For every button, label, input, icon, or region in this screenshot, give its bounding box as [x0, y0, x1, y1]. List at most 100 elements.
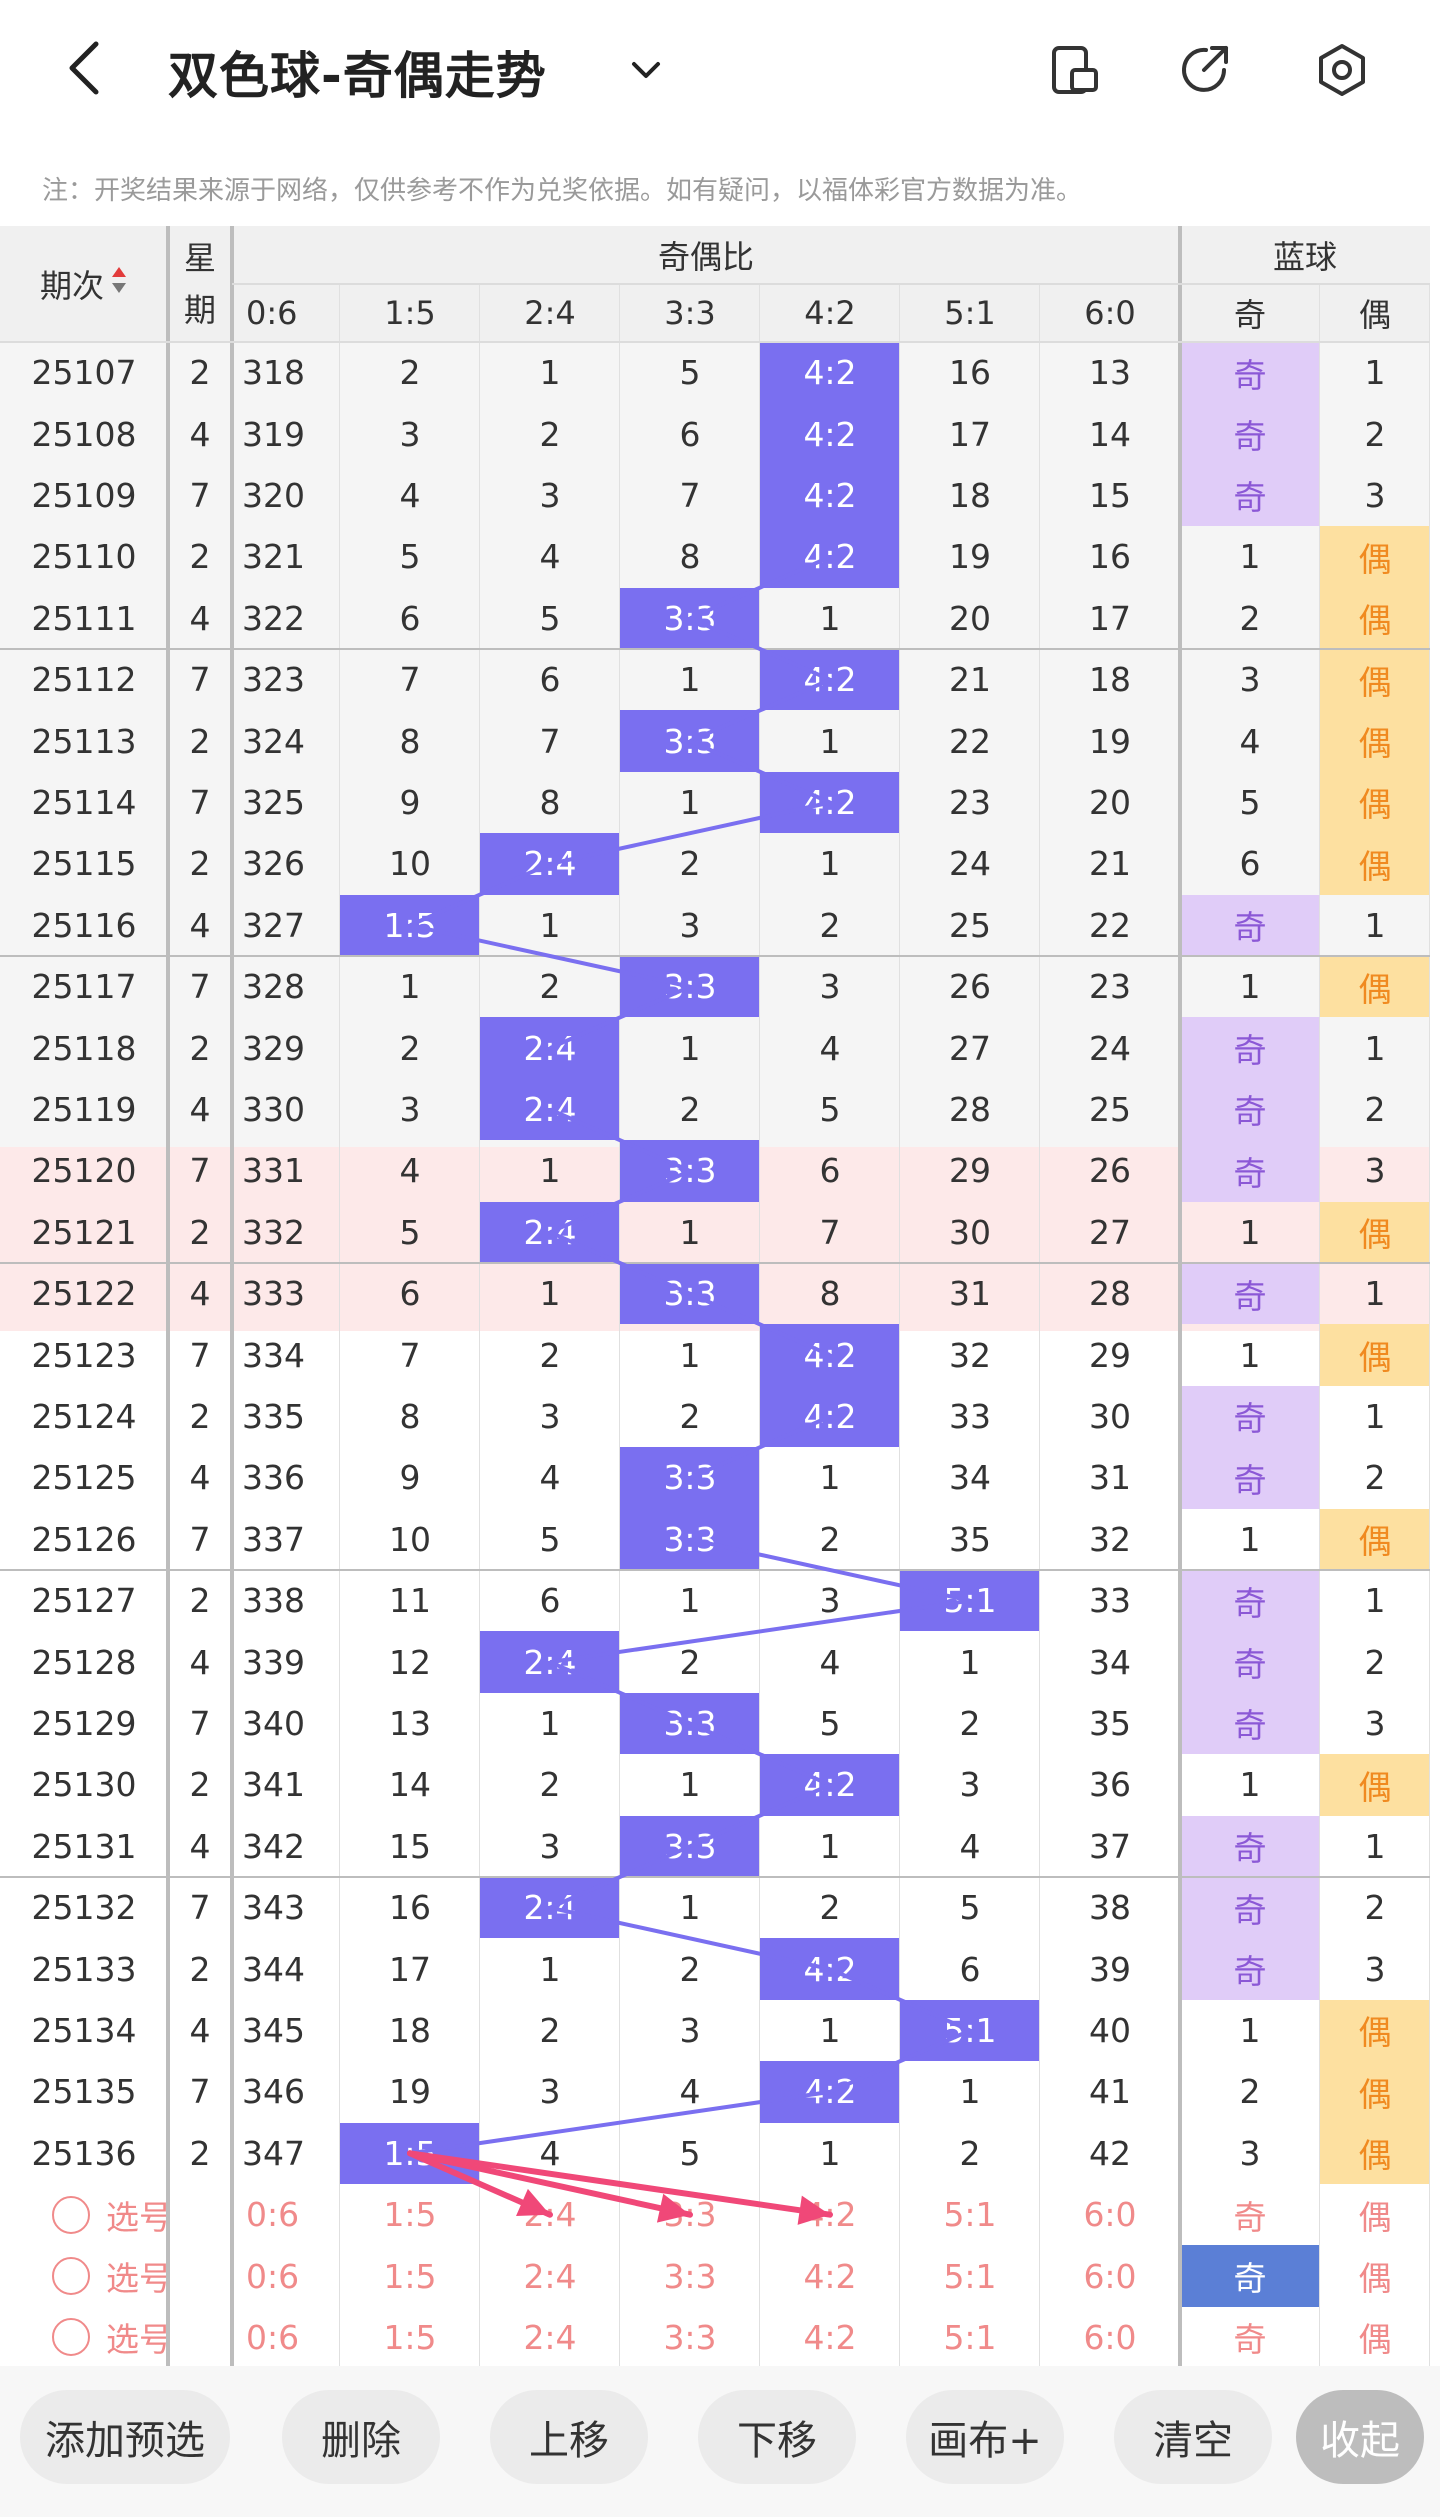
group-divider	[0, 1262, 1430, 1264]
blue-hit-cell: 偶	[1320, 956, 1430, 1018]
miss-count-cell: 21	[1089, 844, 1131, 884]
miss-count-cell: 4	[539, 537, 561, 577]
miss-count-cell: 4	[399, 1151, 421, 1191]
miss-count-cell: 5	[399, 537, 421, 577]
miss-count-cell: 2	[819, 1888, 841, 1928]
period-cell: 25107	[31, 353, 137, 393]
select-blue-option[interactable]: 偶	[1358, 2197, 1392, 2237]
blue-hit-cell: 奇	[1180, 1877, 1320, 1939]
week-cell: 7	[189, 475, 211, 515]
blue-miss-cell: 4	[1239, 721, 1261, 761]
select-ratio-option[interactable]: 2:4	[523, 2317, 577, 2357]
page-title[interactable]: 双色球-奇偶走势	[168, 47, 547, 105]
miss-count-cell: 6	[819, 1151, 841, 1191]
miss-count-cell: 332	[242, 1212, 305, 1252]
canvas-plus-button[interactable]: 画布+	[906, 2390, 1064, 2484]
blue-hit-cell: 偶	[1320, 1508, 1430, 1570]
period-cell: 25115	[31, 844, 137, 884]
header-ratio-col: 6:0	[1040, 284, 1180, 342]
clear-button[interactable]: 清空	[1114, 2390, 1272, 2484]
ratio-highlight: 4:2	[760, 342, 900, 404]
select-ratio-option[interactable]: 4:2	[803, 2317, 857, 2357]
select-label[interactable]: 选号	[0, 2184, 232, 2245]
miss-count-cell: 35	[1089, 1703, 1131, 1743]
rotate-screen-icon[interactable]	[1044, 40, 1104, 100]
column-divider	[1319, 284, 1320, 2369]
select-label[interactable]: 选号	[0, 2245, 232, 2306]
select-ratio-option[interactable]: 3:3	[663, 2195, 717, 2235]
select-ratio-option[interactable]: 0:6	[246, 2195, 300, 2235]
miss-count-cell: 13	[389, 1703, 431, 1743]
week-cell: 2	[189, 1765, 211, 1805]
select-blue-option[interactable]: 奇	[1180, 2245, 1320, 2307]
miss-count-cell: 347	[242, 2133, 305, 2173]
delete-button[interactable]: 删除	[282, 2390, 440, 2484]
select-ratio-option[interactable]: 0:6	[246, 2256, 300, 2296]
collapse-button[interactable]: 收起	[1296, 2390, 1424, 2484]
move-up-button[interactable]: 上移	[490, 2390, 648, 2484]
select-ratio-option[interactable]: 1:5	[383, 2256, 437, 2296]
share-icon[interactable]	[1176, 40, 1236, 100]
select-blue-option[interactable]: 偶	[1358, 2320, 1392, 2360]
select-ratio-option[interactable]: 6:0	[1083, 2256, 1137, 2296]
miss-count-cell: 3	[679, 905, 701, 945]
blue-hit-cell: 偶	[1320, 2061, 1430, 2123]
miss-count-cell: 1	[959, 2072, 981, 2112]
radio-icon[interactable]	[52, 2257, 90, 2296]
miss-count-cell: 26	[1089, 1151, 1131, 1191]
period-cell: 25111	[31, 598, 137, 638]
header-period[interactable]: 期次	[0, 226, 168, 342]
select-ratio-option[interactable]: 4:2	[803, 2195, 857, 2235]
blue-hit-cell: 奇	[1180, 1631, 1320, 1693]
miss-count-cell: 330	[242, 1089, 305, 1129]
radio-icon[interactable]	[52, 2318, 90, 2357]
period-cell: 25130	[31, 1765, 137, 1805]
blue-hit-cell: 奇	[1180, 403, 1320, 465]
week-cell: 2	[189, 1581, 211, 1621]
select-ratio-option[interactable]: 0:6	[246, 2317, 300, 2357]
miss-count-cell: 18	[389, 2010, 431, 2050]
ratio-highlight: 4:2	[760, 649, 900, 711]
select-ratio-option[interactable]: 2:4	[523, 2195, 577, 2235]
miss-count-cell: 29	[949, 1151, 991, 1191]
select-ratio-option[interactable]: 6:0	[1083, 2317, 1137, 2357]
settings-icon[interactable]	[1312, 40, 1372, 100]
select-ratio-option[interactable]: 1:5	[383, 2195, 437, 2235]
miss-count-cell: 333	[242, 1274, 305, 1314]
miss-count-cell: 12	[389, 1642, 431, 1682]
blue-miss-cell: 2	[1364, 1888, 1386, 1928]
miss-count-cell: 335	[242, 1396, 305, 1436]
week-cell: 2	[189, 1028, 211, 1068]
select-ratio-option[interactable]: 4:2	[803, 2256, 857, 2296]
blue-miss-cell: 1	[1364, 905, 1386, 945]
header-blue-group: 蓝球	[1180, 226, 1430, 284]
select-blue-option[interactable]: 奇	[1233, 2320, 1267, 2360]
select-ratio-option[interactable]: 3:3	[663, 2317, 717, 2357]
add-preselect-button[interactable]: 添加预选	[20, 2390, 230, 2484]
select-ratio-option[interactable]: 1:5	[383, 2317, 437, 2357]
select-blue-option[interactable]: 偶	[1358, 2259, 1392, 2299]
select-ratio-option[interactable]: 2:4	[523, 2256, 577, 2296]
header-ratio-col: 3:3	[620, 284, 760, 342]
miss-count-cell: 7	[539, 721, 561, 761]
ratio-highlight: 3:3	[620, 710, 760, 772]
ratio-highlight: 1:5	[340, 2122, 480, 2184]
select-ratio-option[interactable]: 6:0	[1083, 2195, 1137, 2235]
miss-count-cell: 2	[539, 414, 561, 454]
ratio-highlight: 4:2	[760, 2061, 900, 2123]
radio-icon[interactable]	[52, 2195, 90, 2234]
column-divider	[1178, 226, 1182, 2369]
select-ratio-option[interactable]: 3:3	[663, 2256, 717, 2296]
miss-count-cell: 325	[242, 782, 305, 822]
move-down-button[interactable]: 下移	[698, 2390, 856, 2484]
chevron-down-icon[interactable]	[628, 52, 664, 88]
select-ratio-option[interactable]: 5:1	[943, 2256, 997, 2296]
select-ratio-option[interactable]: 5:1	[943, 2317, 997, 2357]
back-icon[interactable]	[60, 38, 110, 98]
select-blue-option[interactable]: 奇	[1233, 2197, 1267, 2237]
select-label[interactable]: 选号	[0, 2307, 232, 2368]
header-bar: 双色球-奇偶走势	[0, 0, 1440, 140]
blue-hit-cell: 偶	[1320, 1754, 1430, 1816]
select-ratio-option[interactable]: 5:1	[943, 2195, 997, 2235]
